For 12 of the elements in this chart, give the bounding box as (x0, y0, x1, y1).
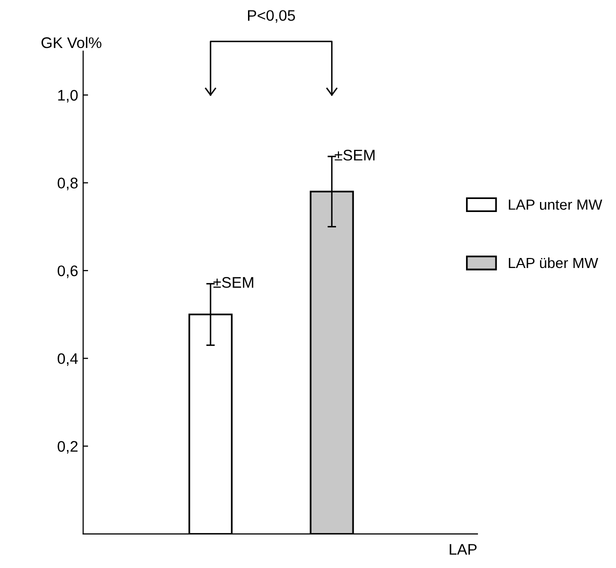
legend-label: LAP über MW (508, 257, 598, 268)
y-tick-label: 0,4 (58, 353, 78, 366)
annotation: ±SEM (334, 150, 374, 161)
x-axis-title: LAP (450, 544, 477, 555)
y-tick-label: 0,8 (58, 178, 78, 190)
text: P<0,05 (248, 10, 295, 23)
legend-label: LAP unter MW (508, 200, 602, 210)
y-tick-label: 0,6 (58, 265, 78, 278)
y-tick-label: 0,2 (58, 441, 78, 454)
y-axis-title: GK Vol% (42, 36, 102, 48)
y-tick-label: 1,0 (58, 90, 78, 102)
annotation: ±SEM (213, 277, 254, 288)
